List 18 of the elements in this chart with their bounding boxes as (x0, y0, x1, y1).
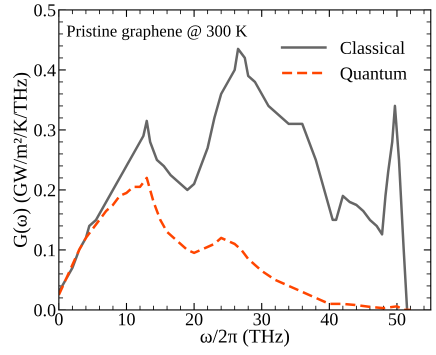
x-axis-title: ω/2π (THz) (200, 329, 290, 347)
legend-label: Quantum (340, 67, 407, 82)
y-tick-label: 0.1 (34, 244, 55, 256)
y-tick-label: 0.0 (34, 304, 56, 316)
legend-label: Classical (340, 41, 405, 54)
y-tick-label: 0.4 (34, 64, 56, 76)
x-tick-label: 0 (55, 313, 63, 326)
annotation: Pristine graphene @ 300 K (66, 24, 248, 40)
y-tick-label: 0.2 (34, 184, 56, 196)
x-tick-label: 40 (320, 313, 338, 326)
x-tick-label: 20 (186, 313, 202, 326)
line-series (58, 176, 412, 310)
y-axis-title: G(ω) (GW/m²/K/THz) (13, 72, 31, 248)
x-tick-label: 30 (254, 313, 270, 326)
y-tick-label: 0.5 (34, 4, 56, 16)
y-tick-label: 0.3 (34, 124, 56, 136)
x-tick-label: 10 (119, 313, 135, 326)
x-tick-label: 50 (388, 313, 406, 326)
